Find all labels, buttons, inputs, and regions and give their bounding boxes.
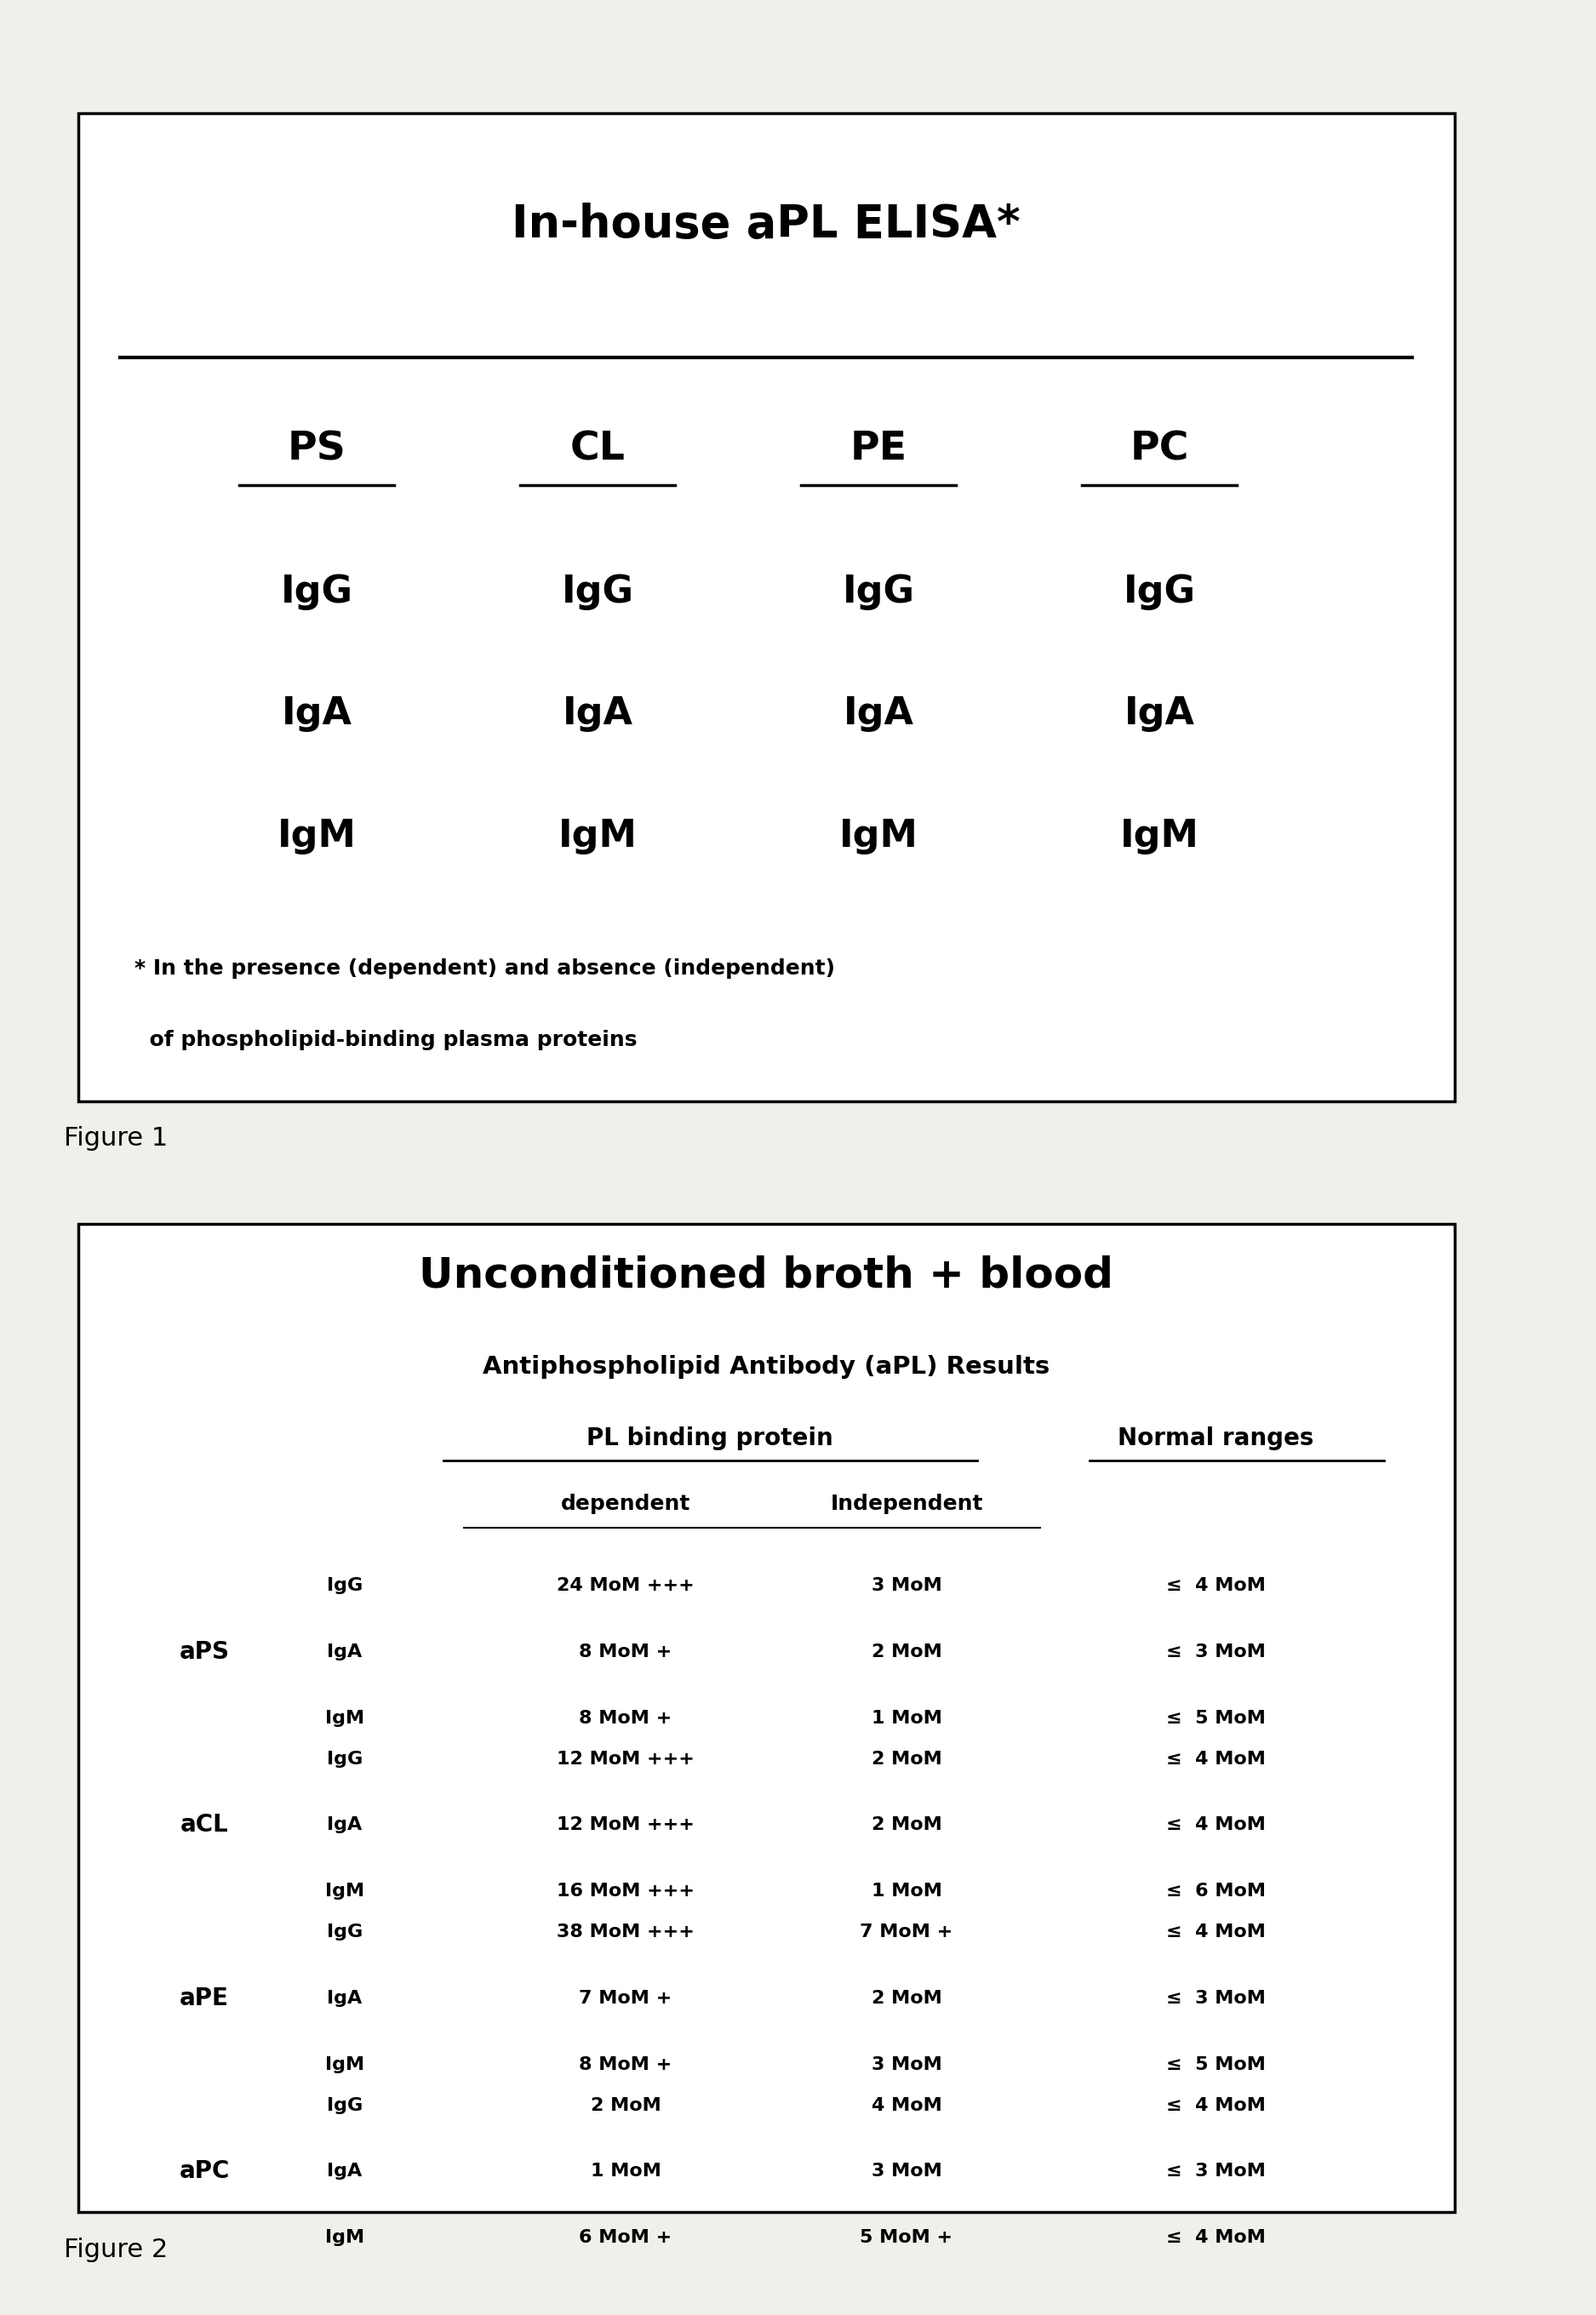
Text: ≤  5 MoM: ≤ 5 MoM (1165, 2056, 1266, 2072)
Text: 38 MoM +++: 38 MoM +++ (557, 1924, 694, 1940)
Text: ≤  3 MoM: ≤ 3 MoM (1165, 1644, 1266, 1660)
Text: Figure 2: Figure 2 (64, 2239, 168, 2262)
Text: PC: PC (1130, 431, 1189, 468)
Text: 2 MoM: 2 MoM (871, 1817, 942, 1833)
FancyBboxPatch shape (78, 1225, 1454, 2213)
Text: IgG: IgG (281, 574, 353, 611)
Text: 3 MoM: 3 MoM (871, 1577, 942, 1595)
Text: aCL: aCL (180, 1813, 228, 1838)
Text: 7 MoM +: 7 MoM + (579, 1991, 672, 2007)
Text: 12 MoM +++: 12 MoM +++ (557, 1817, 694, 1833)
Text: 5 MoM +: 5 MoM + (860, 2229, 953, 2246)
Text: CL: CL (570, 431, 626, 468)
Text: 1 MoM: 1 MoM (871, 1711, 942, 1727)
Text: IgM: IgM (326, 2229, 364, 2246)
Text: 24 MoM +++: 24 MoM +++ (557, 1577, 694, 1595)
Text: IgA: IgA (562, 694, 634, 732)
Text: IgA: IgA (327, 2162, 362, 2181)
Text: 8 MoM +: 8 MoM + (579, 1711, 672, 1727)
Text: IgG: IgG (327, 2097, 362, 2114)
Text: 3 MoM: 3 MoM (871, 2162, 942, 2181)
Text: IgA: IgA (327, 1644, 362, 1660)
Text: 2 MoM: 2 MoM (871, 1750, 942, 1766)
Text: 2 MoM: 2 MoM (871, 1644, 942, 1660)
Text: 8 MoM +: 8 MoM + (579, 1644, 672, 1660)
Text: dependent: dependent (560, 1493, 691, 1514)
Text: IgG: IgG (843, 574, 915, 611)
Text: PS: PS (287, 431, 346, 468)
Text: ≤  5 MoM: ≤ 5 MoM (1165, 1711, 1266, 1727)
FancyBboxPatch shape (78, 113, 1454, 1102)
Text: 4 MoM: 4 MoM (871, 2097, 942, 2114)
Text: IgM: IgM (559, 817, 637, 854)
Text: aPS: aPS (179, 1639, 230, 1664)
Text: 1 MoM: 1 MoM (591, 2162, 661, 2181)
Text: 1 MoM: 1 MoM (871, 1882, 942, 1901)
Text: IgM: IgM (326, 1711, 364, 1727)
Text: IgG: IgG (327, 1577, 362, 1595)
Text: 2 MoM: 2 MoM (591, 2097, 661, 2114)
Text: IgA: IgA (327, 1817, 362, 1833)
Text: aPE: aPE (180, 1986, 228, 2009)
Text: IgM: IgM (326, 1882, 364, 1901)
Text: IgG: IgG (327, 1750, 362, 1766)
Text: ≤  6 MoM: ≤ 6 MoM (1165, 1882, 1266, 1901)
Text: ≤  4 MoM: ≤ 4 MoM (1165, 1817, 1266, 1833)
Text: IgM: IgM (278, 817, 356, 854)
Text: Independent: Independent (830, 1493, 983, 1514)
Text: IgA: IgA (281, 694, 353, 732)
Text: IgA: IgA (327, 1991, 362, 2007)
Text: IgG: IgG (1124, 574, 1195, 611)
Text: Normal ranges: Normal ranges (1117, 1426, 1314, 1449)
Text: 16 MoM +++: 16 MoM +++ (557, 1882, 694, 1901)
Text: 12 MoM +++: 12 MoM +++ (557, 1750, 694, 1766)
Text: PL binding protein: PL binding protein (587, 1426, 833, 1449)
Text: IgM: IgM (839, 817, 918, 854)
Text: ≤  4 MoM: ≤ 4 MoM (1165, 1924, 1266, 1940)
Text: In-house aPL ELISA*: In-house aPL ELISA* (512, 204, 1020, 248)
Text: PE: PE (849, 431, 907, 468)
Text: 2 MoM: 2 MoM (871, 1991, 942, 2007)
Text: Unconditioned broth + blood: Unconditioned broth + blood (418, 1255, 1114, 1296)
Text: * In the presence (dependent) and absence (independent): * In the presence (dependent) and absenc… (134, 958, 835, 979)
Text: IgA: IgA (843, 694, 915, 732)
Text: IgG: IgG (327, 1924, 362, 1940)
Text: 3 MoM: 3 MoM (871, 2056, 942, 2072)
Text: 6 MoM +: 6 MoM + (579, 2229, 672, 2246)
Text: IgA: IgA (1124, 694, 1195, 732)
Text: 8 MoM +: 8 MoM + (579, 2056, 672, 2072)
Text: ≤  4 MoM: ≤ 4 MoM (1165, 1750, 1266, 1766)
Text: IgG: IgG (562, 574, 634, 611)
Text: Antiphospholipid Antibody (aPL) Results: Antiphospholipid Antibody (aPL) Results (482, 1354, 1050, 1380)
Text: ≤  4 MoM: ≤ 4 MoM (1165, 2229, 1266, 2246)
Text: 7 MoM +: 7 MoM + (860, 1924, 953, 1940)
Text: IgM: IgM (326, 2056, 364, 2072)
Text: of phospholipid-binding plasma proteins: of phospholipid-binding plasma proteins (134, 1030, 637, 1051)
Text: IgM: IgM (1120, 817, 1199, 854)
Text: ≤  4 MoM: ≤ 4 MoM (1165, 1577, 1266, 1595)
Text: Figure 1: Figure 1 (64, 1127, 168, 1151)
Text: ≤  3 MoM: ≤ 3 MoM (1165, 1991, 1266, 2007)
Text: aPC: aPC (179, 2160, 230, 2183)
Text: ≤  4 MoM: ≤ 4 MoM (1165, 2097, 1266, 2114)
Text: ≤  3 MoM: ≤ 3 MoM (1165, 2162, 1266, 2181)
